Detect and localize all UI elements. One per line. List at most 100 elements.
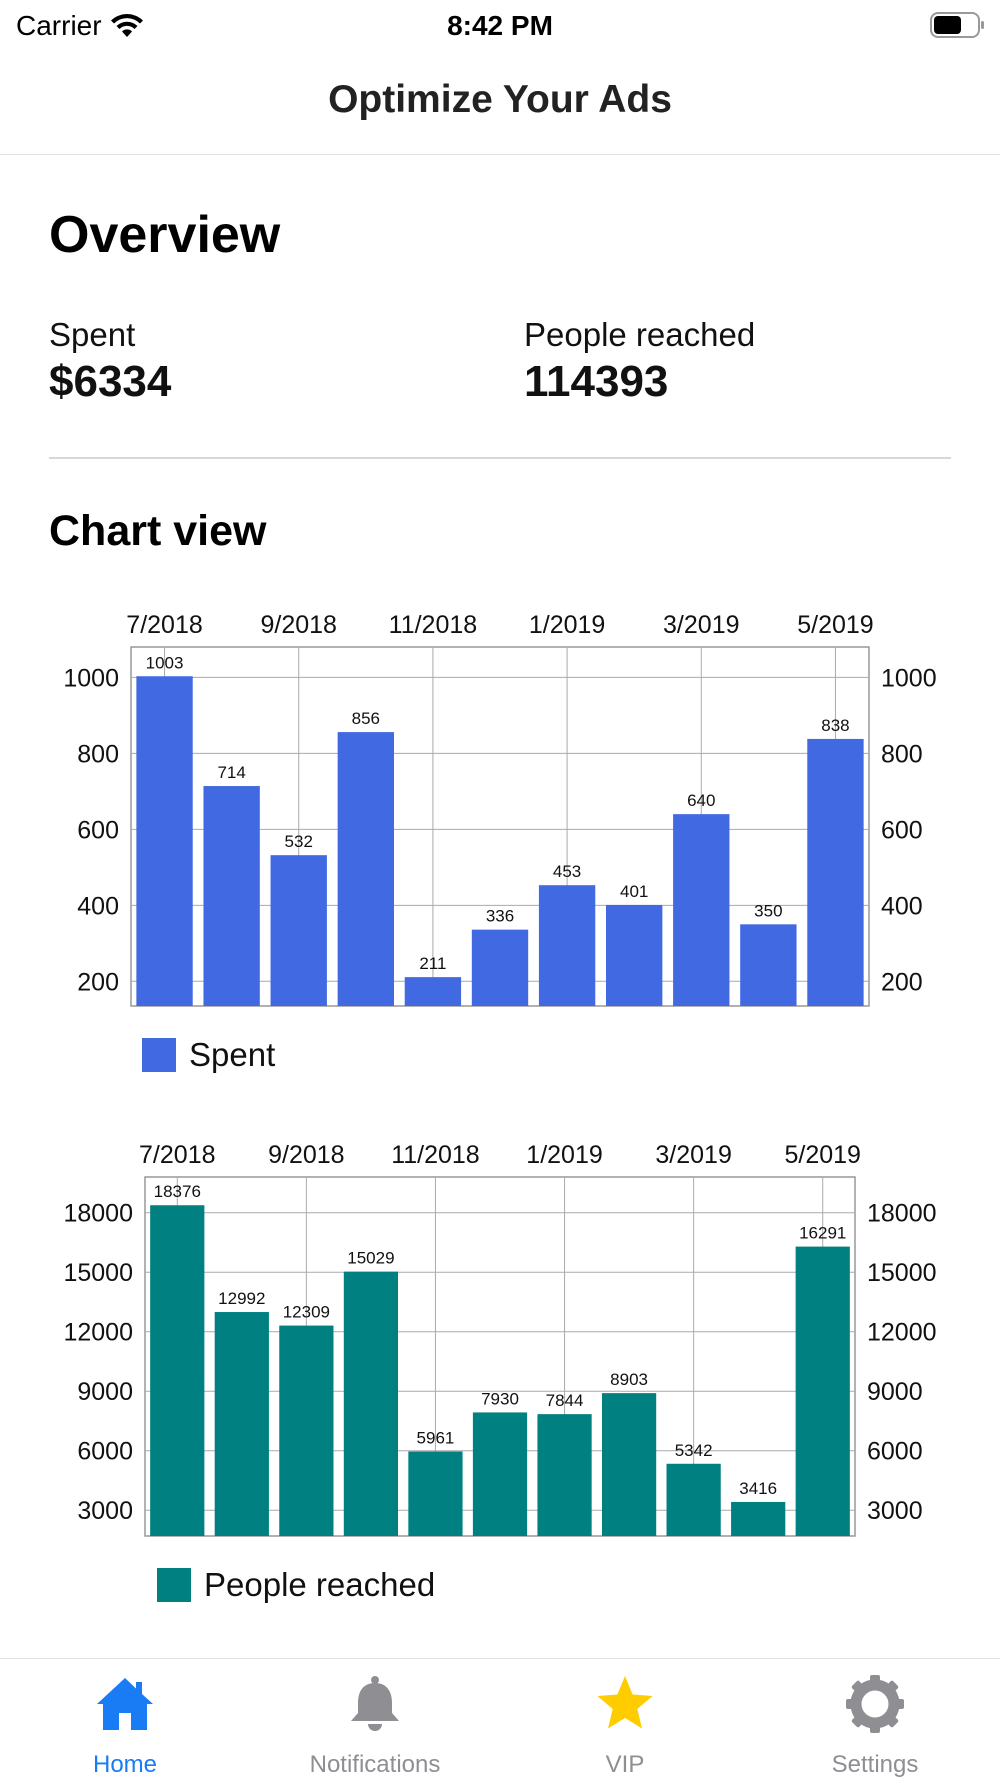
y-tick-label-left: 600: [77, 816, 119, 844]
bar-value-label: 714: [217, 763, 245, 782]
bar-value-label: 401: [620, 882, 648, 901]
bar: [795, 1246, 850, 1536]
bar-value-label: 336: [486, 907, 514, 926]
y-tick-label-right: 18000: [867, 1200, 937, 1228]
tab-settings-label: Settings: [831, 1751, 919, 1778]
y-tick-label-right: 9000: [867, 1378, 923, 1406]
y-tick-label-left: 15000: [63, 1259, 133, 1287]
x-tick-label: 5/2019: [784, 1141, 860, 1169]
bar: [343, 1271, 399, 1536]
tab-vip[interactable]: VIP: [500, 1659, 750, 1778]
tab-settings[interactable]: Settings: [750, 1659, 1000, 1778]
bar-value-label: 640: [687, 791, 715, 810]
tab-notifications[interactable]: Notifications: [250, 1659, 500, 1778]
overview-title: Overview: [49, 206, 281, 264]
people-reached-label: People reached: [524, 316, 756, 353]
x-tick-label: 9/2018: [268, 1141, 344, 1169]
y-tick-label-left: 12000: [63, 1319, 133, 1347]
battery-icon: [930, 12, 984, 38]
bar-value-label: 5342: [675, 1441, 713, 1460]
legend-label: Spent: [189, 1036, 275, 1073]
carrier-name: Carrier: [16, 10, 102, 41]
y-tick-label-left: 1000: [63, 664, 119, 692]
bar-value-label: 211: [419, 954, 446, 973]
x-tick-label: 1/2019: [529, 611, 605, 639]
bar: [731, 1501, 786, 1536]
wifi-icon: [110, 14, 143, 37]
tab-vip-label: VIP: [605, 1751, 645, 1778]
tab-home-label: Home: [92, 1751, 158, 1778]
bar-value-label: 3416: [739, 1479, 777, 1498]
bar: [606, 904, 663, 1006]
bar: [404, 977, 462, 1006]
y-tick-label-right: 200: [881, 968, 923, 996]
bar: [538, 885, 596, 1006]
star-icon: [597, 1676, 653, 1729]
legend-swatch: [142, 1038, 176, 1072]
x-tick-label: 9/2018: [260, 611, 336, 639]
bar: [471, 929, 529, 1006]
bar-value-label: 18376: [154, 1182, 201, 1201]
bar: [203, 786, 260, 1006]
bar: [408, 1451, 463, 1536]
x-tick-label: 5/2019: [797, 611, 873, 639]
y-tick-label-left: 18000: [63, 1200, 133, 1228]
bar: [740, 924, 797, 1006]
bar: [472, 1412, 528, 1536]
gear-icon: [846, 1675, 904, 1733]
nav-title: Optimize Your Ads: [328, 78, 672, 121]
y-tick-label-right: 12000: [867, 1319, 937, 1347]
bar-value-label: 12309: [283, 1303, 330, 1322]
y-tick-label-right: 6000: [867, 1438, 923, 1466]
bell-icon: [351, 1676, 399, 1731]
navigation-bar: Optimize Your Ads: [0, 50, 1000, 155]
y-tick-label-right: 600: [881, 816, 923, 844]
bar-value-label: 1003: [146, 653, 184, 672]
people-reached-value: 114393: [524, 357, 669, 406]
bar-value-label: 7930: [481, 1389, 519, 1408]
bar: [601, 1393, 657, 1536]
bar: [673, 814, 730, 1006]
bar-value-label: 7844: [546, 1391, 584, 1410]
bar: [666, 1463, 721, 1536]
bar: [150, 1205, 205, 1536]
bar-value-label: 8903: [610, 1370, 648, 1389]
spent-label: Spent: [49, 316, 136, 353]
section-divider: [49, 457, 951, 459]
bar-value-label: 838: [821, 716, 849, 735]
y-tick-label-right: 15000: [867, 1259, 937, 1287]
bar-value-label: 856: [352, 709, 380, 728]
y-tick-label-left: 6000: [77, 1438, 133, 1466]
carrier: Carrier: [16, 10, 144, 42]
y-tick-label-right: 3000: [867, 1497, 923, 1525]
legend-label: People reached: [204, 1566, 435, 1603]
status-bar: Carrier 8:42 PM: [0, 0, 1000, 50]
tab-home[interactable]: Home: [0, 1659, 250, 1778]
bar-value-label: 15029: [347, 1249, 394, 1268]
chart-view-title: Chart view: [49, 507, 267, 555]
bar-value-label: 350: [754, 901, 782, 920]
y-tick-label-left: 800: [77, 740, 119, 768]
bar-value-label: 16291: [799, 1224, 846, 1243]
x-tick-label: 7/2018: [139, 1141, 215, 1169]
bar: [270, 855, 327, 1006]
legend-swatch: [157, 1568, 191, 1602]
people-reached-bar-chart: 3000 3000 6000 6000 9000 9000 12000 12000 15000 1…: [63, 1141, 937, 1603]
bar: [214, 1312, 269, 1536]
y-tick-label-right: 400: [881, 892, 923, 920]
x-tick-label: 3/2019: [663, 611, 739, 639]
house-icon: [97, 1678, 153, 1730]
bar: [807, 738, 864, 1006]
y-tick-label-left: 3000: [77, 1497, 133, 1525]
x-tick-label: 7/2018: [126, 611, 202, 639]
bar-value-label: 453: [553, 862, 581, 881]
y-tick-label-left: 9000: [77, 1378, 133, 1406]
bar: [537, 1414, 592, 1536]
spent-value: $6334: [49, 357, 172, 406]
bar-value-label: 12992: [218, 1289, 265, 1308]
y-tick-label-right: 800: [881, 740, 923, 768]
bar: [337, 732, 394, 1006]
bar: [136, 676, 193, 1006]
x-tick-label: 3/2019: [655, 1141, 731, 1169]
